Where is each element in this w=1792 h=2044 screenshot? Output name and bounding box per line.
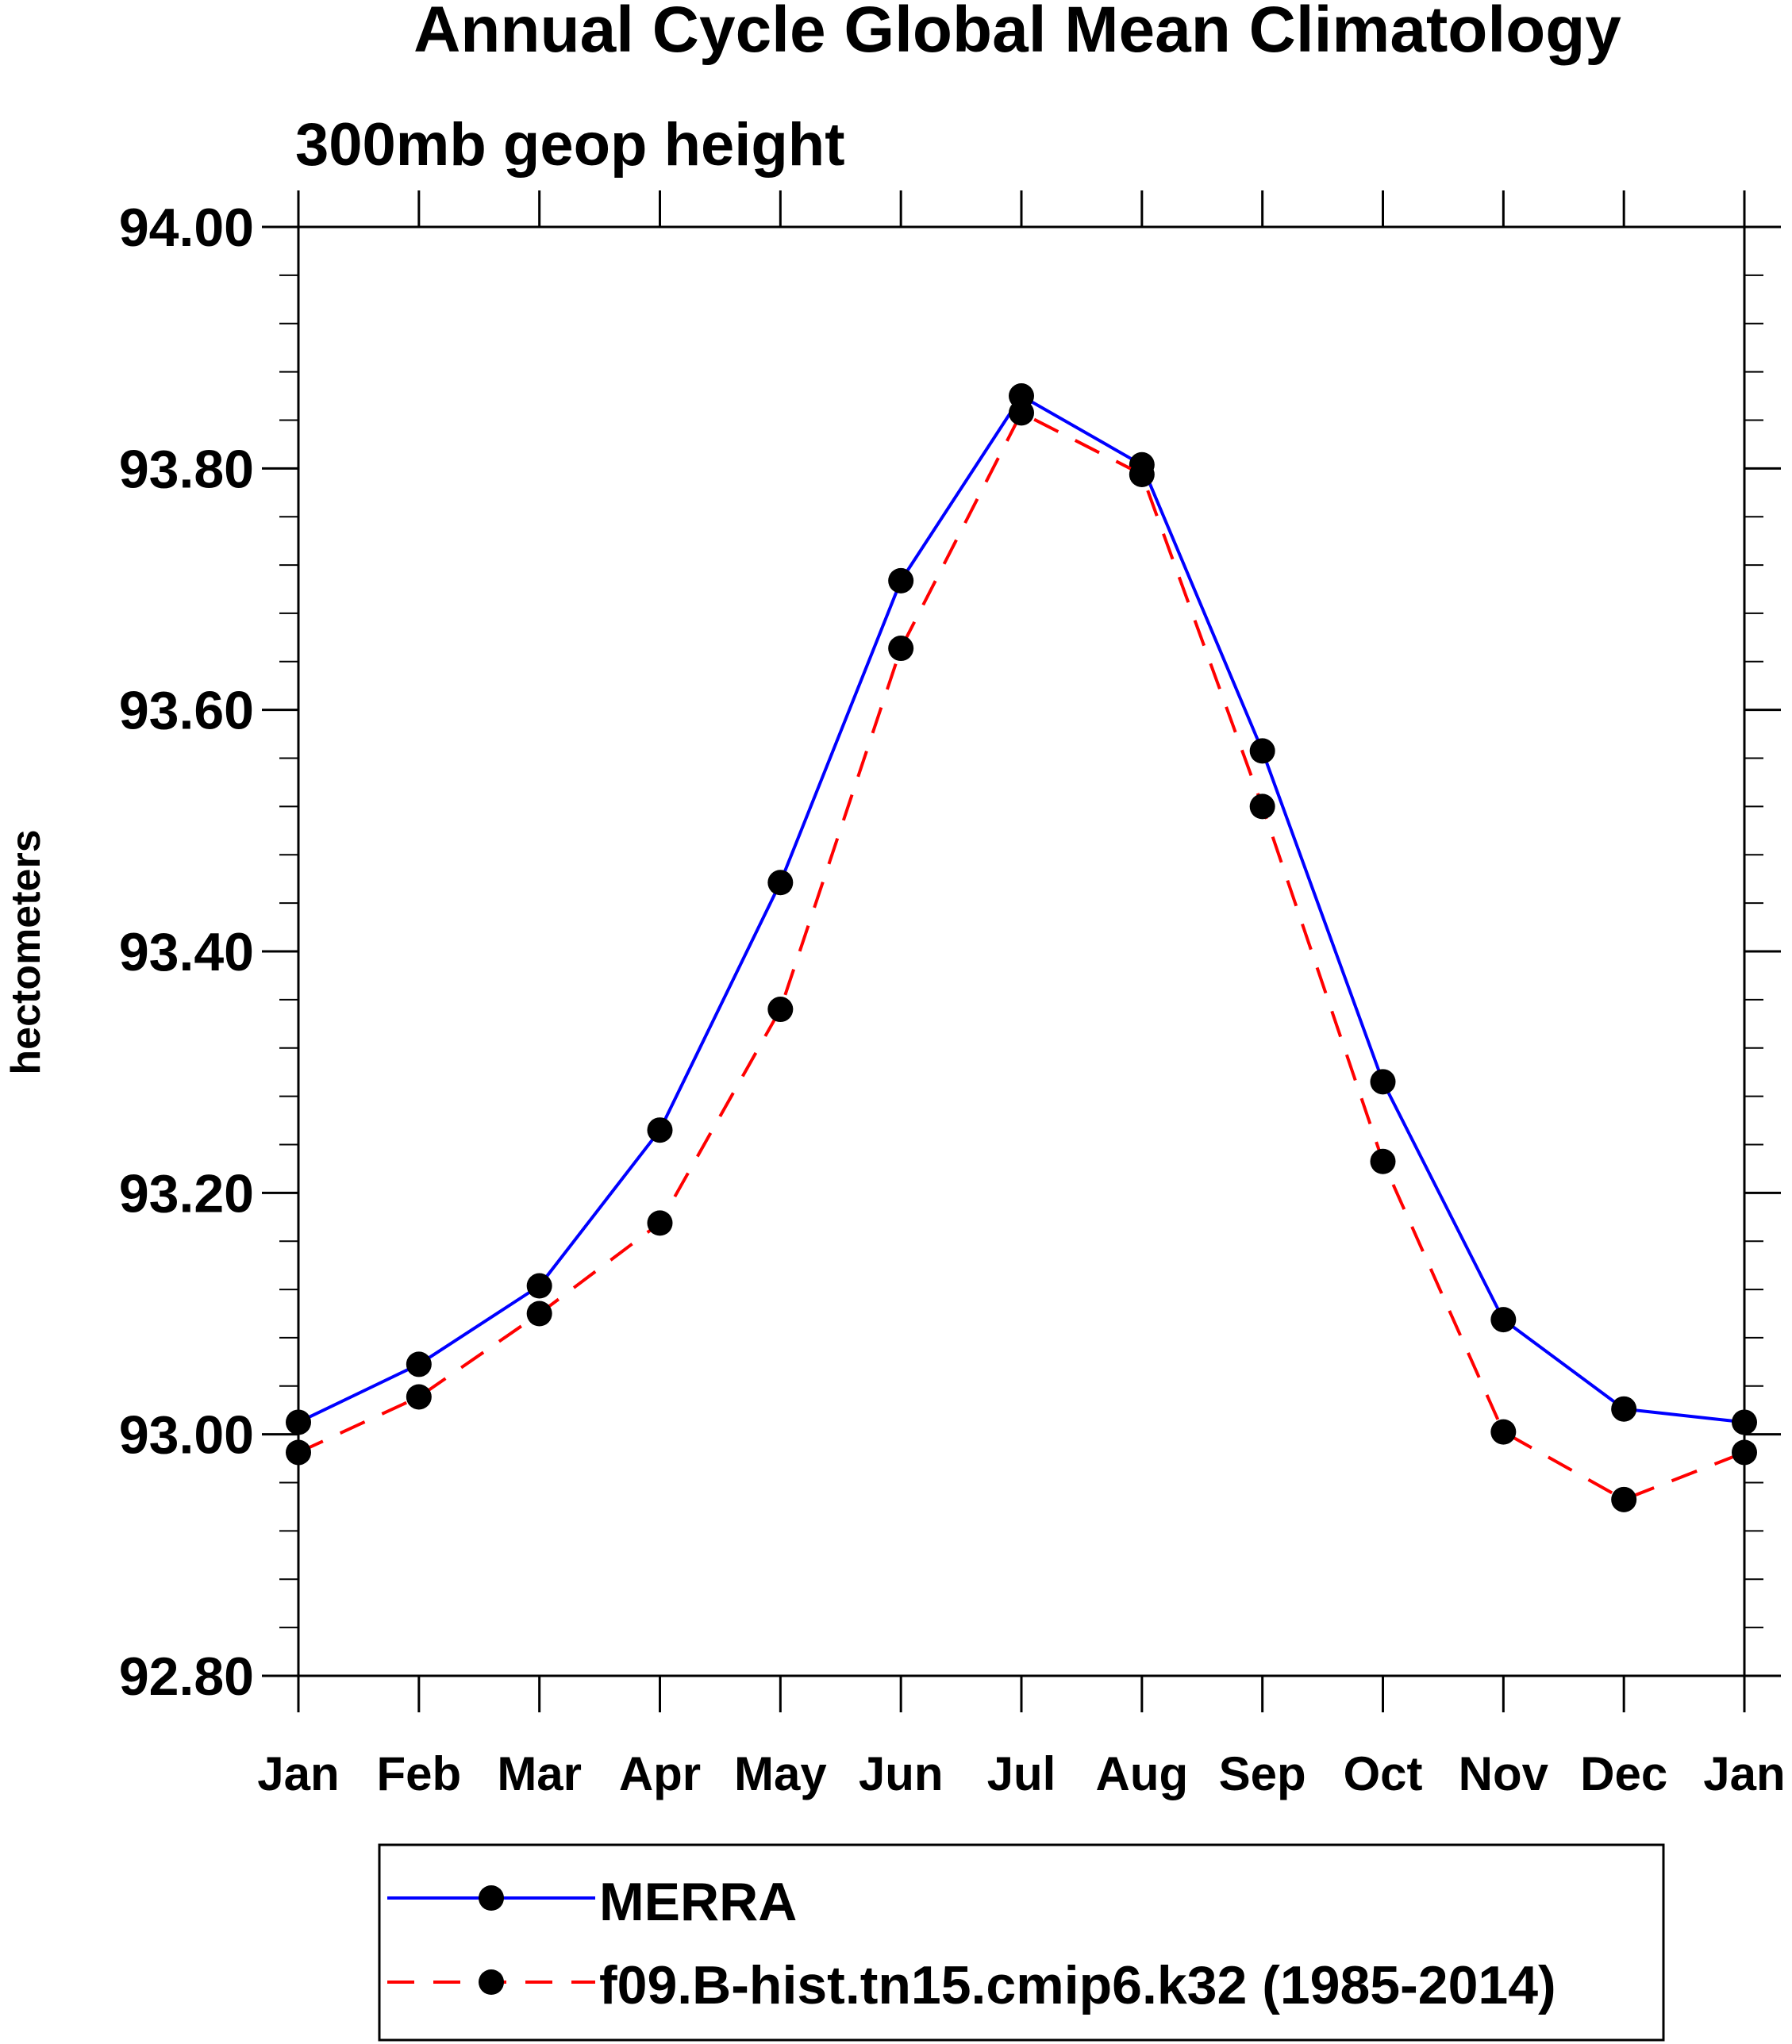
data-point [1611,1486,1637,1512]
legend: MERRA f09.B-hist.tn15.cmip6.k32 (1985-20… [378,1843,1665,2042]
data-point [1249,793,1275,820]
legend-box [378,1843,1665,2042]
x-tick-label: Jan [257,1747,339,1800]
x-tick-label: Nov [1459,1747,1549,1800]
x-tick-label: May [734,1747,827,1800]
x-tick-label: Aug [1096,1747,1189,1800]
series-0 [286,383,1757,1435]
chart-title: Annual Cycle Global Mean Climatology [413,0,1621,66]
x-tick-labels: Jan Feb Mar Apr May Jun Jul Aug Sep Oct Nov Dec Jan [257,1747,1785,1800]
data-point [767,997,794,1023]
data-point [888,636,914,662]
y-tick-label: 93.80 [119,439,254,499]
y-tick-label: 93.00 [119,1405,254,1466]
x-tick-label: Dec [1580,1747,1667,1800]
y-axis-label: hectometers [3,829,49,1074]
data-point [888,567,914,594]
legend-label-model: f09.B-hist.tn15.cmip6.k32 (1985-2014) [599,1955,1556,2015]
legend-marker-model [479,1969,504,1995]
plot-border [297,225,1746,1677]
series-line [298,394,1745,1424]
data-point [286,1409,311,1435]
legend-marker-merra [479,1885,504,1911]
data-point [1490,1419,1517,1445]
x-tick-label: Feb [376,1747,461,1800]
plot-area [297,225,1746,1677]
x-tick-label: Jan [1703,1747,1785,1800]
y-tick-label: 94.00 [119,198,254,258]
data-point [1009,400,1034,426]
y-tick-label: 93.20 [119,1163,254,1224]
data-point [1249,738,1275,764]
data-point [1732,1439,1757,1466]
x-tick-label: Jun [859,1747,944,1800]
data-point [1490,1307,1517,1333]
data-point [526,1273,552,1299]
data-point [1611,1396,1637,1422]
y-tick-labels: 92.80 93.00 93.20 93.40 93.60 93.80 94.00 [119,198,254,1707]
x-tick-label: Oct [1343,1747,1422,1800]
y-tick-label: 92.80 [119,1646,254,1707]
data-point [1732,1409,1757,1435]
data-point [1370,1069,1396,1095]
data-point [767,870,794,896]
data-point [406,1384,432,1410]
data-point [526,1301,552,1327]
data-point [286,1439,311,1466]
data-point [1370,1148,1396,1174]
data-point [406,1351,432,1377]
x-tick-label: Mar [497,1747,582,1800]
data-point [647,1117,673,1143]
chart-subtitle: 300mb geop height [295,111,845,179]
axis-ticks [262,190,1781,1712]
data-point [1129,461,1155,487]
x-tick-label: Apr [619,1747,701,1800]
y-tick-label: 93.60 [119,681,254,741]
y-tick-label: 93.40 [119,922,254,982]
legend-label-merra: MERRA [599,1872,797,1932]
x-tick-label: Sep [1219,1747,1306,1800]
series-layer [286,383,1757,1512]
series-1 [286,400,1757,1512]
x-tick-label: Jul [987,1747,1056,1800]
data-point [647,1210,673,1236]
